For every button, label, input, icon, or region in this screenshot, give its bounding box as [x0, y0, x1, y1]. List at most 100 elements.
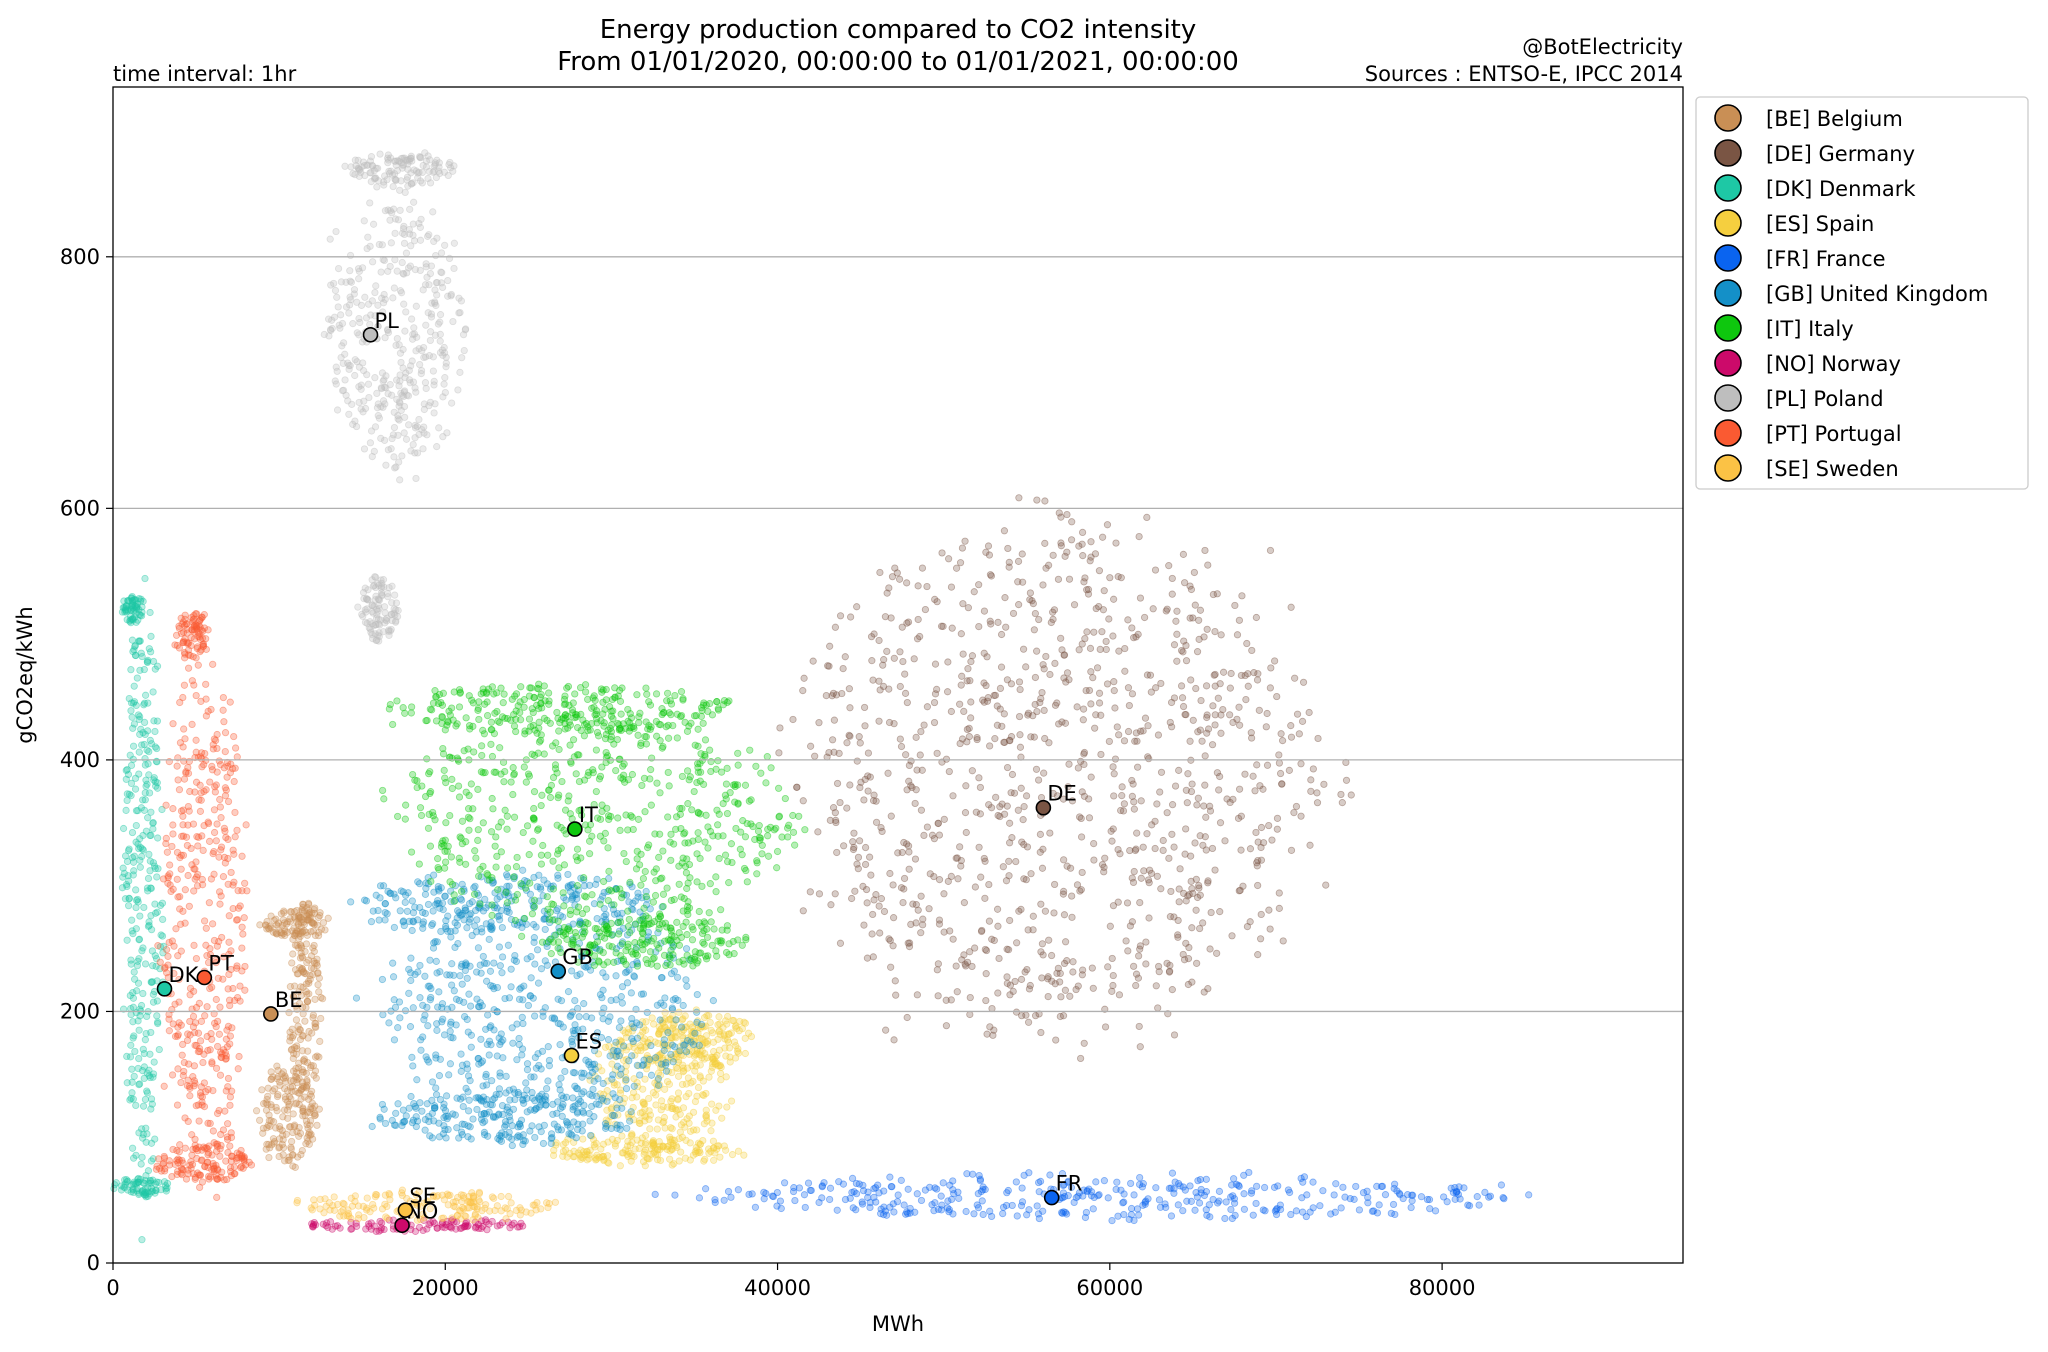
mean-point-se: SE: [397, 1184, 436, 1218]
mean-marker: [196, 969, 213, 986]
legend-label: [IT] Italy: [1766, 317, 1854, 341]
legend-item-it: [IT] Italy: [1714, 314, 1854, 342]
mean-label: IT: [579, 803, 598, 827]
gridlines: [113, 256, 1683, 1013]
scatter-cloud-gb: [347, 866, 717, 1150]
mean-label: BE: [275, 988, 303, 1012]
x-tick-label: 40000: [744, 1276, 811, 1300]
sources-note: Sources : ENTSO-E, IPCC 2014: [1365, 62, 1683, 86]
legend-label: [GB] United Kingdom: [1766, 282, 1988, 306]
legend-label: [BE] Belgium: [1766, 107, 1903, 131]
scatter-cloud-de: [775, 494, 1355, 1063]
legend-marker: [1714, 349, 1742, 377]
y-axis-label: gCO2eq/kWh: [13, 606, 37, 743]
y-axis-ticks: 0 200 400 600 800: [60, 245, 113, 1275]
legend-marker: [1714, 139, 1742, 167]
mean-marker: [263, 1006, 279, 1022]
x-tick-label: 20000: [412, 1276, 479, 1300]
scatter-cloud-se: [293, 1186, 560, 1226]
mean-markers: BE DE DK ES FR GB IT NO PL PT SE: [156, 309, 1083, 1234]
legend-item-pl: [PL] Poland: [1714, 384, 1884, 412]
mean-marker: [567, 821, 583, 837]
mean-label: PL: [375, 309, 400, 333]
legend-marker: [1714, 419, 1742, 447]
mean-point-dk: DK: [156, 963, 200, 997]
legend-marker: [1714, 104, 1742, 132]
mean-label: PT: [208, 951, 234, 975]
scatter-cloud-es: [549, 1006, 756, 1170]
legend-item-de: [DE] Germany: [1714, 139, 1915, 167]
mean-point-no: NO: [394, 1199, 438, 1234]
y-tick-label: 800: [60, 245, 100, 269]
x-tick-label: 0: [106, 1276, 119, 1300]
x-axis-label: MWh: [872, 1312, 924, 1336]
legend-marker: [1714, 384, 1742, 412]
mean-marker: [563, 1047, 580, 1064]
y-tick-label: 200: [60, 999, 100, 1023]
mean-label: ES: [576, 1029, 603, 1053]
mean-point-es: ES: [563, 1029, 603, 1064]
mean-point-de: DE: [1035, 782, 1077, 816]
chart-title: Energy production compared to CO2 intens…: [600, 15, 1197, 45]
legend-marker: [1714, 279, 1742, 307]
scatter-cloud-pt: [152, 610, 256, 1202]
scatter-cloud-no: [308, 1216, 527, 1235]
legend-marker: [1714, 174, 1742, 202]
mean-label: DE: [1047, 782, 1076, 806]
scatter-cloud-pl: [320, 149, 470, 645]
y-tick-label: 0: [87, 1251, 100, 1275]
legend-item-no: [NO] Norway: [1714, 349, 1901, 377]
time-interval-note: time interval: 1hr: [113, 62, 297, 86]
mean-point-pl: PL: [362, 309, 400, 343]
mean-point-be: BE: [263, 988, 303, 1022]
y-tick-label: 600: [60, 496, 100, 520]
mean-point-fr: FR: [1043, 1172, 1083, 1206]
mean-point-it: IT: [567, 803, 598, 837]
mean-marker: [1035, 799, 1052, 816]
legend-item-se: [SE] Sweden: [1714, 454, 1899, 482]
mean-marker: [1043, 1189, 1060, 1206]
scatter-cloud-fr: [651, 1168, 1533, 1225]
legend-item-be: [BE] Belgium: [1714, 104, 1903, 132]
legend-label: [PL] Poland: [1766, 387, 1884, 411]
mean-marker: [397, 1202, 414, 1218]
mean-label: GB: [562, 945, 593, 969]
mean-label: DK: [169, 963, 200, 987]
legend-marker: [1714, 314, 1742, 342]
legend-box: [1695, 96, 2029, 490]
legend-item-gb: [GB] United Kingdom: [1714, 279, 1988, 307]
x-tick-label: 60000: [1076, 1276, 1143, 1300]
legend-items: [BE] Belgium [DE] Germany [DK] Denmark [ES]…: [1714, 104, 1988, 482]
mean-marker: [156, 981, 173, 997]
legend-label: [NO] Norway: [1766, 352, 1901, 376]
mean-label: SE: [409, 1184, 436, 1208]
legend-label: [DE] Germany: [1766, 142, 1915, 166]
legend-marker: [1714, 454, 1742, 482]
legend-label: [ES] Spain: [1766, 212, 1874, 236]
y-tick-label: 400: [60, 748, 100, 772]
mean-point-gb: GB: [550, 945, 593, 980]
x-tick-label: 80000: [1409, 1276, 1476, 1300]
legend-label: [DK] Denmark: [1766, 177, 1916, 201]
legend-item-dk: [DK] Denmark: [1714, 174, 1916, 202]
legend-marker: [1714, 244, 1742, 272]
legend-label: [FR] France: [1766, 247, 1886, 271]
plot-frame: [112, 86, 1684, 1264]
scatter-clouds: [110, 149, 1533, 1244]
author-note: @BotElectricity: [1522, 35, 1683, 59]
scatter-cloud-it: [379, 680, 809, 970]
x-axis-ticks: 0 20000 40000 60000 80000: [106, 1263, 1476, 1300]
scatter-cloud-be: [253, 899, 332, 1171]
chart-subtitle: From 01/01/2020, 00:00:00 to 01/01/2021,…: [557, 47, 1239, 77]
mean-label: FR: [1056, 1172, 1083, 1196]
mean-marker: [362, 326, 379, 343]
legend-label: [SE] Sweden: [1766, 457, 1899, 481]
mean-point-pt: PT: [196, 951, 234, 986]
legend: [BE] Belgium [DE] Germany [DK] Denmark [ES]…: [1695, 96, 2029, 490]
mean-marker: [394, 1217, 410, 1234]
mean-marker: [550, 963, 567, 980]
legend-item-fr: [FR] France: [1714, 244, 1886, 272]
legend-marker: [1714, 209, 1742, 237]
scatter-cloud-dk: [110, 574, 172, 1244]
